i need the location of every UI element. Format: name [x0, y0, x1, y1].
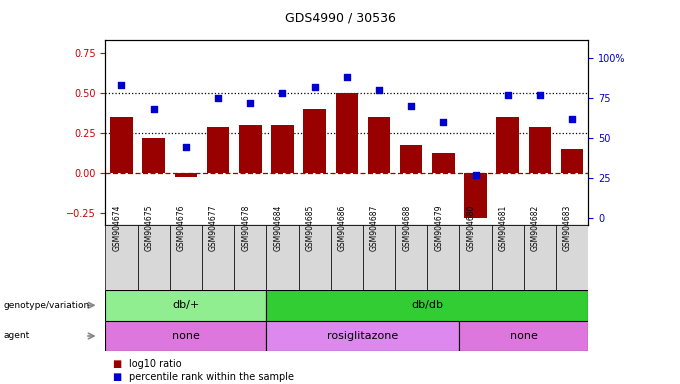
Point: [148, 106, 159, 112]
Bar: [400, 144, 422, 173]
Point: [438, 119, 449, 125]
Bar: [142, 138, 165, 173]
Bar: [105, 290, 267, 321]
Text: none: none: [510, 331, 538, 341]
Point: [277, 90, 288, 96]
Text: ■: ■: [112, 359, 122, 369]
Bar: [110, 117, 133, 173]
Bar: [432, 152, 455, 173]
Text: none: none: [172, 331, 200, 341]
Bar: [335, 93, 358, 173]
Text: ■: ■: [112, 372, 122, 382]
Text: GSM904682: GSM904682: [531, 205, 540, 251]
Bar: [528, 127, 551, 173]
Text: percentile rank within the sample: percentile rank within the sample: [129, 372, 294, 382]
Text: GSM904686: GSM904686: [338, 205, 347, 251]
Bar: [303, 109, 326, 173]
Point: [213, 95, 224, 101]
Point: [341, 74, 352, 80]
Point: [180, 144, 191, 151]
Bar: [271, 125, 294, 173]
Point: [566, 116, 577, 122]
Bar: [207, 127, 229, 173]
Bar: [239, 125, 262, 173]
Text: log10 ratio: log10 ratio: [129, 359, 182, 369]
Bar: [105, 321, 267, 351]
Bar: [267, 225, 299, 290]
Bar: [105, 225, 137, 290]
Text: GSM904677: GSM904677: [209, 205, 218, 251]
Text: GDS4990 / 30536: GDS4990 / 30536: [284, 12, 396, 25]
Bar: [267, 290, 588, 321]
Bar: [170, 225, 202, 290]
Point: [503, 92, 513, 98]
Text: GSM904688: GSM904688: [402, 205, 411, 251]
Bar: [267, 321, 460, 351]
Text: GSM904676: GSM904676: [177, 205, 186, 251]
Text: genotype/variation: genotype/variation: [3, 301, 90, 310]
Text: GSM904683: GSM904683: [563, 205, 572, 251]
Bar: [496, 117, 519, 173]
Point: [470, 172, 481, 178]
Text: GSM904678: GSM904678: [241, 205, 250, 251]
Point: [245, 99, 256, 106]
Bar: [363, 225, 395, 290]
Bar: [234, 225, 267, 290]
Bar: [561, 149, 583, 173]
Bar: [299, 225, 330, 290]
Text: GSM904674: GSM904674: [112, 205, 122, 251]
Text: rosiglitazone: rosiglitazone: [327, 331, 398, 341]
Point: [116, 82, 127, 88]
Text: GSM904685: GSM904685: [305, 205, 315, 251]
Text: GSM904680: GSM904680: [466, 205, 475, 251]
Bar: [464, 173, 487, 218]
Point: [373, 87, 384, 93]
Bar: [556, 225, 588, 290]
Bar: [175, 173, 197, 177]
Text: db/+: db/+: [172, 300, 199, 310]
Bar: [460, 321, 588, 351]
Bar: [330, 225, 363, 290]
Text: GSM904687: GSM904687: [370, 205, 379, 251]
Bar: [460, 225, 492, 290]
Text: db/db: db/db: [411, 300, 443, 310]
Point: [534, 92, 545, 98]
Point: [309, 84, 320, 90]
Bar: [368, 117, 390, 173]
Bar: [137, 225, 170, 290]
Bar: [202, 225, 234, 290]
Text: agent: agent: [3, 331, 30, 341]
Bar: [395, 225, 427, 290]
Point: [406, 103, 417, 109]
Text: GSM904684: GSM904684: [273, 205, 282, 251]
Text: GSM904679: GSM904679: [435, 205, 443, 251]
Bar: [427, 225, 460, 290]
Text: GSM904681: GSM904681: [498, 205, 508, 251]
Bar: [524, 225, 556, 290]
Bar: [492, 225, 524, 290]
Text: GSM904675: GSM904675: [145, 205, 154, 251]
